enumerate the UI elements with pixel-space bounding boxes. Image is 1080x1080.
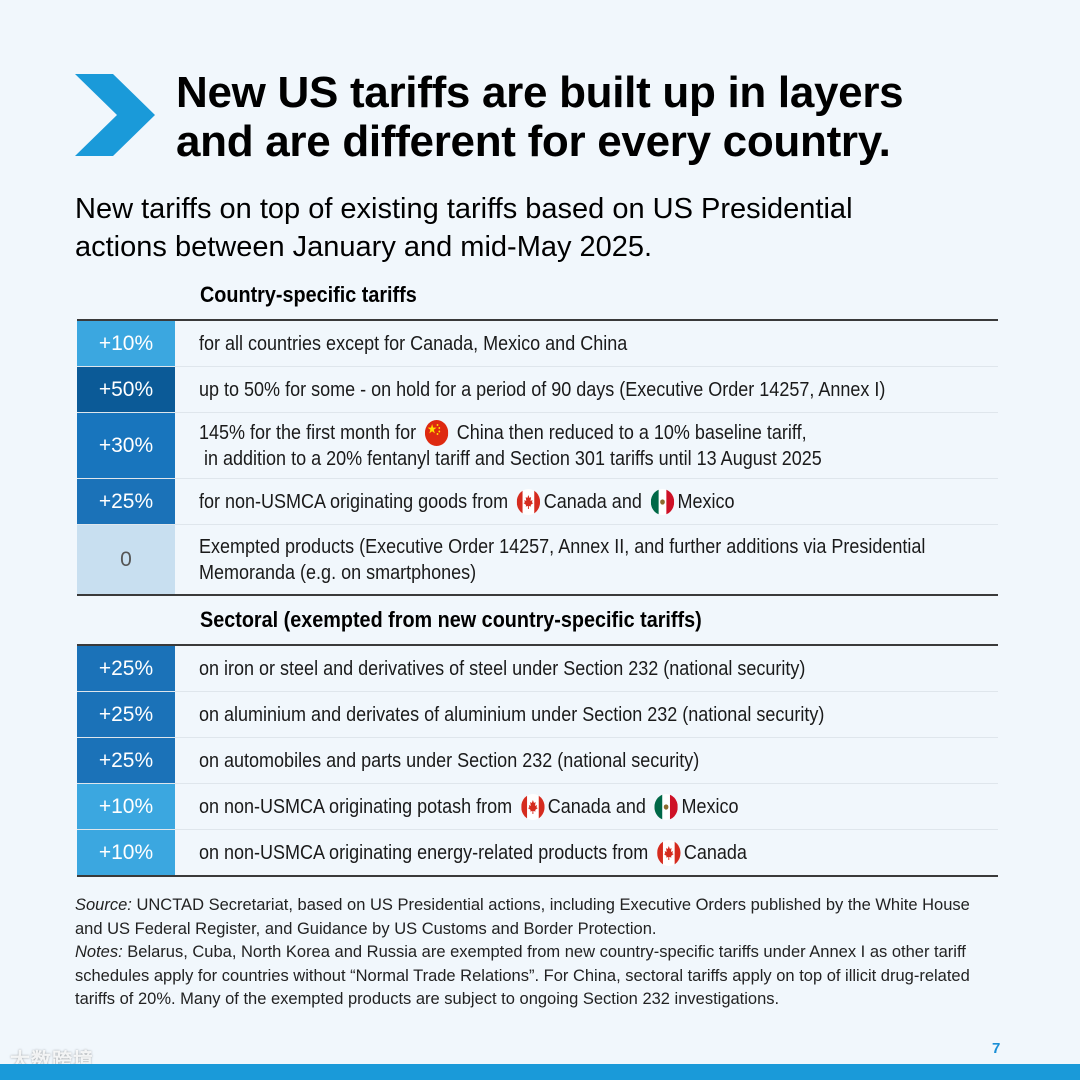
- description-text: on non-USMCA originating energy-related …: [199, 842, 654, 864]
- canada-flag-icon: [656, 840, 681, 866]
- page-title: New US tariffs are built up in layers an…: [176, 68, 904, 166]
- bottom-accent-bar: [0, 1064, 1080, 1080]
- description-text: for non-USMCA originating goods from: [199, 490, 514, 513]
- description-text: 145% for the first month for: [199, 421, 422, 444]
- description-line: on automobiles and parts under Section 2…: [199, 748, 918, 774]
- table-row: +25% on aluminium and derivates of alumin…: [77, 692, 998, 738]
- mexico-flag-icon: [650, 488, 674, 515]
- country-table-top-rule: [77, 319, 998, 321]
- source-label: Source:: [75, 896, 132, 914]
- sector-table-bottom-rule: [77, 875, 998, 877]
- source-text: UNCTAD Secretariat, based on US Presiden…: [75, 896, 970, 938]
- tariff-description-cell: Exempted products (Executive Order 14257…: [175, 525, 1006, 595]
- tariff-description-cell: 145% for the first month for China then …: [175, 413, 998, 478]
- description-text: in addition to a 20% fentanyl tariff and…: [199, 447, 822, 470]
- description-line: on iron or steel and derivatives of stee…: [199, 656, 918, 682]
- source-paragraph: Source: UNCTAD Secretariat, based on US …: [75, 894, 995, 941]
- table-row: +10% for all countries except for Canada,…: [77, 321, 998, 367]
- description-text: up to 50% for some - on hold for a perio…: [199, 378, 886, 401]
- country-section-heading: Country-specific tariffs: [200, 282, 417, 307]
- tariff-rate-cell: +25%: [77, 692, 175, 737]
- tariff-description-cell: for all countries except for Canada, Mex…: [175, 321, 998, 366]
- description-text: Canada and: [547, 795, 651, 818]
- tariff-description-cell: on non-USMCA originating energy-related …: [175, 830, 998, 876]
- description-line: for non-USMCA originating goods from Can…: [199, 488, 918, 515]
- sector-section-heading: Sectoral (exempted from new country-spec…: [200, 607, 702, 632]
- tariff-rate-cell: +30%: [77, 413, 175, 478]
- tariff-description-cell: on aluminium and derivates of aluminium …: [175, 692, 998, 737]
- description-line: on non-USMCA originating potash from Can…: [199, 793, 918, 820]
- tariff-rate-cell: +10%: [77, 784, 175, 829]
- notes-text: Belarus, Cuba, North Korea and Russia ar…: [75, 943, 970, 1008]
- tariff-rate-cell: +25%: [77, 738, 175, 783]
- description-line: 145% for the first month for China then …: [199, 419, 918, 446]
- tariff-description-cell: on iron or steel and derivatives of stee…: [175, 646, 998, 691]
- description-text: on non-USMCA originating potash from: [199, 795, 518, 818]
- mexico-flag-icon: [654, 793, 678, 820]
- tariff-description-cell: on automobiles and parts under Section 2…: [175, 738, 998, 783]
- description-text: on iron or steel and derivatives of stee…: [199, 657, 806, 680]
- description-text: on aluminium and derivates of aluminium …: [199, 703, 825, 726]
- description-text: Exempted products (Executive Order 14257…: [199, 536, 926, 558]
- tariff-rate-cell: +10%: [77, 321, 175, 366]
- page-subtitle: New tariffs on top of existing tariffs b…: [75, 193, 853, 263]
- tariff-rate-cell: +50%: [77, 367, 175, 412]
- country-tariff-table: +10% for all countries except for Canada,…: [77, 321, 998, 595]
- description-text: Canada and: [543, 490, 647, 513]
- tariff-rate-cell: 0: [77, 525, 175, 595]
- table-row: +25% on automobiles and parts under Secti…: [77, 738, 998, 784]
- description-line: for all countries except for Canada, Mex…: [199, 331, 918, 357]
- description-line: in addition to a 20% fentanyl tariff and…: [199, 446, 918, 472]
- table-row: +25% for non-USMCA originating goods from…: [77, 479, 998, 525]
- description-line: on aluminium and derivates of aluminium …: [199, 702, 918, 728]
- canada-flag-icon: [516, 488, 541, 515]
- tariff-rate-cell: +25%: [77, 479, 175, 524]
- tariff-rate-cell: +10%: [77, 830, 175, 876]
- tariff-description-cell: up to 50% for some - on hold for a perio…: [175, 367, 998, 412]
- sector-tariff-table: +25% on iron or steel and derivatives of …: [77, 646, 998, 876]
- footer-notes: Source: UNCTAD Secretariat, based on US …: [75, 894, 995, 1012]
- description-text: China then reduced to a 10% baseline tar…: [451, 421, 807, 444]
- notes-paragraph: Notes: Belarus, Cuba, North Korea and Ru…: [75, 941, 995, 1012]
- tariff-rate-cell: +25%: [77, 646, 175, 691]
- description-line: up to 50% for some - on hold for a perio…: [199, 377, 918, 403]
- chevron-right-icon: [75, 74, 155, 156]
- table-row: +50% up to 50% for some - on hold for a p…: [77, 367, 998, 413]
- description-text: Memoranda (e.g. on smartphones): [199, 562, 477, 584]
- description-text: Mexico: [677, 490, 735, 513]
- table-row: +10% on non-USMCA originating energy-rela…: [77, 830, 998, 876]
- sector-table-top-rule: [77, 644, 998, 646]
- table-row: +30% 145% for the first month for China t…: [77, 413, 998, 479]
- description-line: Memoranda (e.g. on smartphones): [199, 560, 925, 586]
- notes-label: Notes:: [75, 943, 123, 961]
- description-line: Exempted products (Executive Order 14257…: [199, 534, 925, 560]
- country-table-bottom-rule: [77, 594, 998, 596]
- description-line: on non-USMCA originating energy-related …: [199, 840, 918, 866]
- description-text: Canada: [683, 842, 747, 864]
- tariff-description-cell: for non-USMCA originating goods from Can…: [175, 479, 998, 524]
- description-text: for all countries except for Canada, Mex…: [199, 332, 628, 355]
- table-row: 0 Exempted products (Executive Order 1425…: [77, 525, 998, 595]
- table-row: +25% on iron or steel and derivatives of …: [77, 646, 998, 692]
- description-text: on automobiles and parts under Section 2…: [199, 749, 700, 772]
- table-row: +10% on non-USMCA originating potash from…: [77, 784, 998, 830]
- description-text: Mexico: [681, 795, 739, 818]
- page-number: 7: [992, 1040, 1001, 1057]
- china-flag-icon: [424, 419, 449, 446]
- tariff-description-cell: on non-USMCA originating potash from Can…: [175, 784, 998, 829]
- canada-flag-icon: [520, 793, 545, 820]
